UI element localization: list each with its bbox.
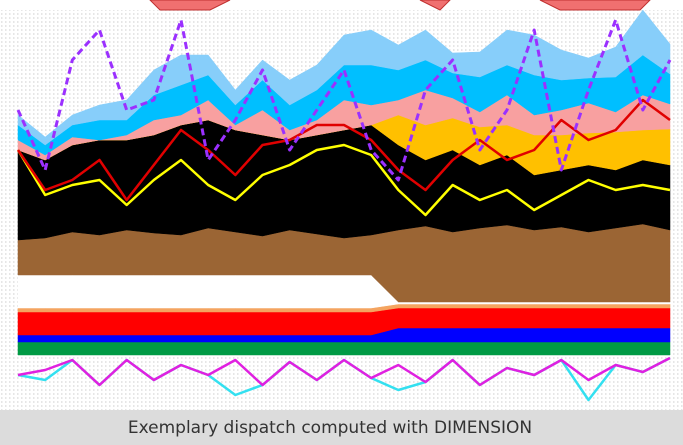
decoration xyxy=(150,0,230,10)
decoration xyxy=(420,0,450,10)
page: Exemplary dispatch computed with DIMENSI… xyxy=(0,0,683,445)
chart: Exemplary dispatch computed with DIMENSI… xyxy=(0,0,683,445)
area xyxy=(18,342,670,355)
decoration xyxy=(540,0,650,10)
caption: Exemplary dispatch computed with DIMENSI… xyxy=(128,418,532,438)
